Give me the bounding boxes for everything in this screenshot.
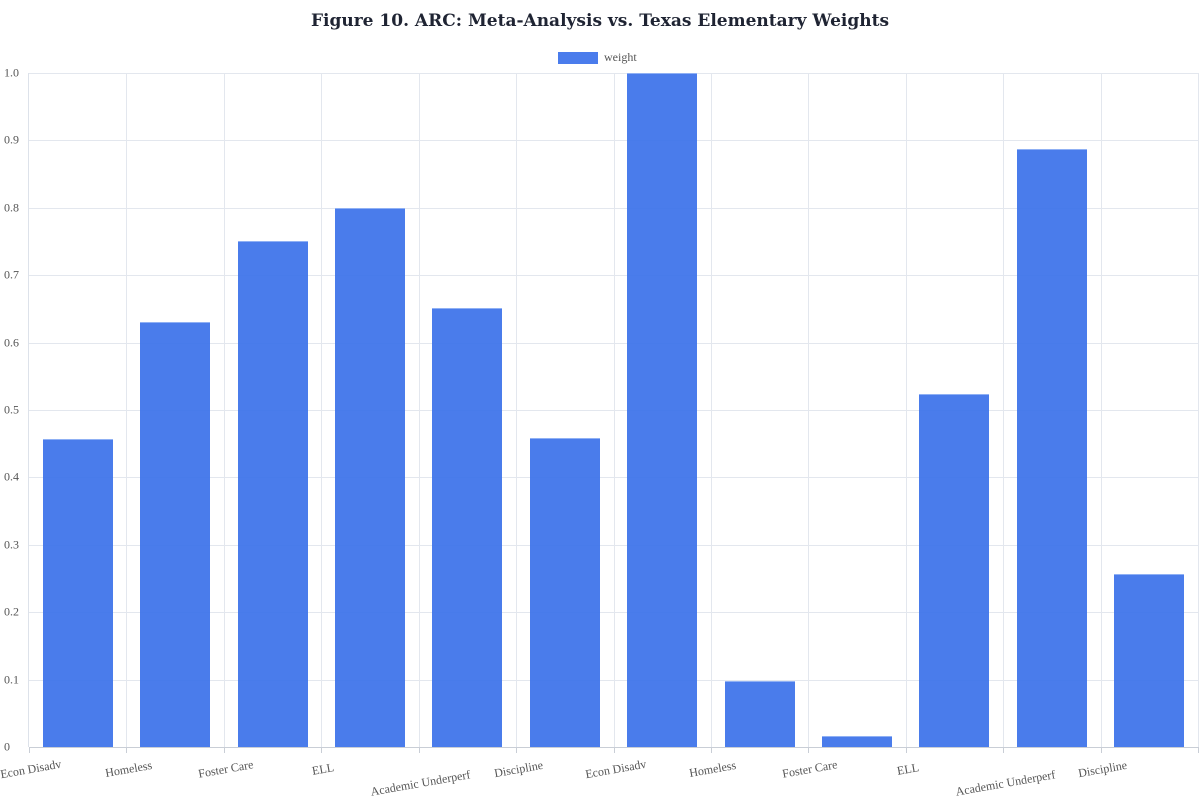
x-tick-mark [1003, 747, 1005, 753]
bar[interactable] [627, 73, 698, 747]
x-tick-label: ELL [895, 760, 920, 778]
x-tick-label: Econ Disadv [0, 756, 63, 782]
x-gridline [905, 73, 907, 747]
x-tick-mark [613, 747, 615, 753]
bar[interactable] [42, 438, 113, 747]
y-tick-label: 0.9 [4, 132, 19, 147]
x-gridline [321, 73, 323, 747]
x-gridline [1198, 73, 1199, 747]
x-tick-label: ELL [311, 760, 336, 778]
bar[interactable] [919, 393, 990, 747]
x-tick-mark [808, 747, 810, 753]
bar[interactable] [724, 680, 795, 747]
y-tick-label: 0.7 [4, 267, 19, 282]
x-tick-label: Homeless [103, 758, 154, 781]
x-tick-label: Academic Underperf [369, 767, 472, 799]
legend: weight [558, 50, 637, 65]
x-tick-label: Academic Underperf [954, 767, 1056, 799]
y-tick-label: 0.3 [4, 537, 19, 552]
x-gridline [516, 73, 518, 747]
y-axis-line [28, 73, 29, 747]
bar[interactable] [1016, 149, 1087, 747]
x-tick-label: Foster Care [196, 757, 255, 781]
chart-title: Figure 10. ARC: Meta-Analysis vs. Texas … [310, 11, 890, 31]
y-tick-label: 0.6 [4, 335, 19, 350]
x-tick-mark [321, 747, 323, 753]
x-gridline [126, 73, 128, 747]
y-tick-label: 0.2 [4, 604, 19, 619]
x-gridline [613, 73, 615, 747]
x-gridline [808, 73, 810, 747]
y-tick-label: 1.0 [4, 65, 19, 80]
x-gridline [710, 73, 712, 747]
bar[interactable] [822, 736, 893, 747]
y-tick-label: 0.5 [4, 402, 19, 417]
bar[interactable] [140, 321, 211, 747]
x-tick-label: Foster Care [781, 757, 839, 781]
x-gridline [223, 73, 225, 747]
x-tick-mark [710, 747, 712, 753]
y-tick-label: 0.8 [4, 200, 19, 215]
y-tick-label: 0 [4, 739, 10, 754]
y-tick-label: 0.1 [4, 672, 19, 687]
x-tick-mark [126, 747, 128, 753]
x-tick-label: Homeless [688, 758, 738, 781]
bar[interactable] [432, 308, 503, 747]
x-gridline [418, 73, 420, 747]
x-tick-mark [905, 747, 907, 753]
bar[interactable] [1114, 573, 1185, 747]
y-tick-label: 0.4 [4, 469, 19, 484]
x-tick-label: Discipline [1077, 757, 1129, 781]
x-tick-mark [29, 747, 30, 753]
x-tick-mark [1198, 747, 1199, 753]
x-tick-mark [1100, 747, 1102, 753]
bar[interactable] [334, 207, 405, 747]
x-tick-label: Econ Disadv [583, 756, 647, 782]
plot-area [28, 73, 1199, 753]
bar[interactable] [237, 240, 308, 747]
x-gridline [1100, 73, 1102, 747]
legend-label: weight [604, 50, 637, 64]
x-gridline [1003, 73, 1005, 747]
x-tick-mark [223, 747, 225, 753]
x-tick-mark [418, 747, 420, 753]
legend-swatch[interactable] [558, 51, 598, 64]
x-tick-mark [516, 747, 518, 753]
bar[interactable] [529, 438, 600, 747]
x-tick-label: Discipline [492, 757, 544, 781]
